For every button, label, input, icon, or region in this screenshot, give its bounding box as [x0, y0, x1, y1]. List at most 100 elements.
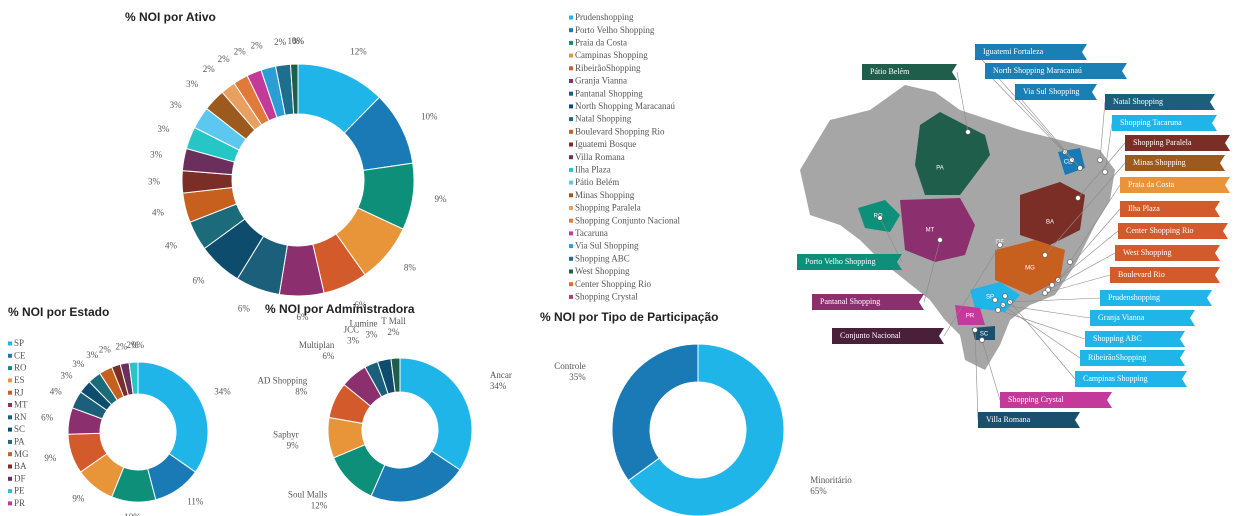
- value-label: 6%: [322, 351, 335, 361]
- legend-swatch: [569, 15, 573, 20]
- legend-swatch: [569, 91, 573, 96]
- legend-entry: Granja Vianna: [575, 76, 627, 86]
- value-label: 2%: [218, 54, 231, 64]
- map-pin: [979, 337, 985, 343]
- legend-swatch: [569, 79, 573, 83]
- category-label: Soul Malls: [288, 490, 328, 500]
- value-label: 3%: [347, 336, 360, 346]
- legend-entry: MG: [14, 449, 29, 459]
- banner-text: Iguatemi Fortaleza: [983, 47, 1044, 56]
- value-label: 4%: [50, 386, 63, 396]
- legend-swatch: [8, 501, 12, 506]
- legend-entry: MT: [14, 400, 28, 410]
- label-banner: [1125, 135, 1230, 151]
- legend-entry: Shopping Paralela: [575, 203, 641, 213]
- banner-text: Conjunto Nacional: [840, 331, 901, 340]
- value-label: 8%: [295, 387, 308, 397]
- legend-swatch: [569, 193, 573, 198]
- leader-line: [1044, 162, 1126, 256]
- map-pin: [992, 297, 998, 303]
- banner-text: RibeirãoShopping: [1088, 353, 1146, 362]
- legend-swatch: [569, 256, 573, 261]
- value-label: 0%: [132, 340, 145, 350]
- value-label: 3%: [157, 124, 170, 134]
- banner-text: Shopping Paralela: [1133, 138, 1192, 147]
- legend-entry: PA: [14, 436, 25, 446]
- legend-swatch: [8, 353, 12, 358]
- leader-line: [997, 309, 1086, 340]
- label-banner: [1085, 331, 1185, 347]
- legend-swatch: [569, 231, 573, 236]
- donut-slice: [128, 361, 139, 395]
- legend-entry: RN: [14, 412, 27, 422]
- map-pin: [972, 327, 978, 333]
- donut-slice: [611, 343, 699, 482]
- value-label: 34%: [214, 386, 231, 396]
- leader-line: [984, 70, 1073, 161]
- value-label: 2%: [388, 327, 401, 337]
- legend-entry: Minas Shopping: [575, 190, 635, 200]
- leader-line: [974, 329, 979, 421]
- value-label: 10%: [124, 512, 141, 516]
- map-pin: [1042, 252, 1048, 258]
- value-label: 3%: [72, 359, 85, 369]
- legend-entry: RO: [14, 363, 27, 373]
- value-label: 65%: [810, 486, 827, 496]
- legend-entry: DF: [14, 473, 26, 483]
- legend-entry: Shopping ABC: [575, 253, 630, 263]
- map-pin: [1062, 149, 1068, 155]
- value-label: 9%: [44, 453, 57, 463]
- data-label: Minoritário 65%: [810, 475, 852, 496]
- label-banner: [812, 294, 924, 310]
- legend-entry: BA: [14, 461, 27, 471]
- value-label: 10%: [421, 112, 438, 122]
- legend-entry: Shopping Conjunto Nacional: [575, 215, 680, 225]
- value-label: 4%: [152, 207, 165, 217]
- label-banner: [985, 63, 1127, 79]
- map-pin: [1042, 290, 1048, 296]
- map-pin: [877, 215, 883, 221]
- leader-line: [1069, 184, 1121, 263]
- value-label: 3%: [366, 330, 379, 340]
- leader-line: [1014, 91, 1081, 169]
- leader-line: [956, 71, 969, 133]
- legend-swatch: [8, 439, 12, 444]
- value-label: 3%: [150, 150, 163, 160]
- legend-entry: Via Sul Shopping: [575, 241, 639, 251]
- state-ba: [1020, 182, 1085, 245]
- legend-swatch: [569, 294, 573, 299]
- label-banner: [1015, 84, 1097, 100]
- banner-text: West Shopping: [1123, 248, 1171, 257]
- map-pin: [1069, 157, 1075, 163]
- leader-line: [1047, 252, 1116, 291]
- leader-line: [923, 239, 941, 303]
- category-label: Controle: [554, 361, 586, 371]
- legend-swatch: [569, 269, 573, 274]
- value-label: 11%: [187, 497, 204, 507]
- legend-swatch: [8, 476, 12, 481]
- legend-entry: Tacaruna: [575, 228, 608, 238]
- label-banner: [1100, 290, 1212, 306]
- value-label: 0%: [292, 36, 305, 46]
- legend-swatch: [569, 66, 573, 71]
- category-label: Saphyr: [273, 429, 299, 439]
- state-pr: [955, 305, 985, 325]
- legend-swatch: [8, 489, 12, 494]
- data-label: Controle 35%: [554, 361, 586, 382]
- leader-line: [1099, 101, 1106, 161]
- legend-entry: SP: [14, 338, 24, 348]
- legend-entry: North Shopping Maracanaú: [575, 101, 675, 111]
- legend-entry: CE: [14, 350, 26, 360]
- legend-swatch: [569, 104, 573, 109]
- legend-entry: Prudenshopping: [575, 12, 634, 22]
- legend-entry: RibeirãoShopping: [575, 63, 641, 73]
- leader-line: [1051, 230, 1119, 286]
- map-pin: [965, 129, 971, 135]
- label-banner: [797, 254, 902, 270]
- label-banner: [1080, 350, 1185, 366]
- value-label: 6%: [192, 276, 205, 286]
- data-label: JCC 3%: [344, 325, 360, 346]
- banner-text: Granja Vianna: [1098, 313, 1145, 322]
- value-label: 3%: [186, 79, 199, 89]
